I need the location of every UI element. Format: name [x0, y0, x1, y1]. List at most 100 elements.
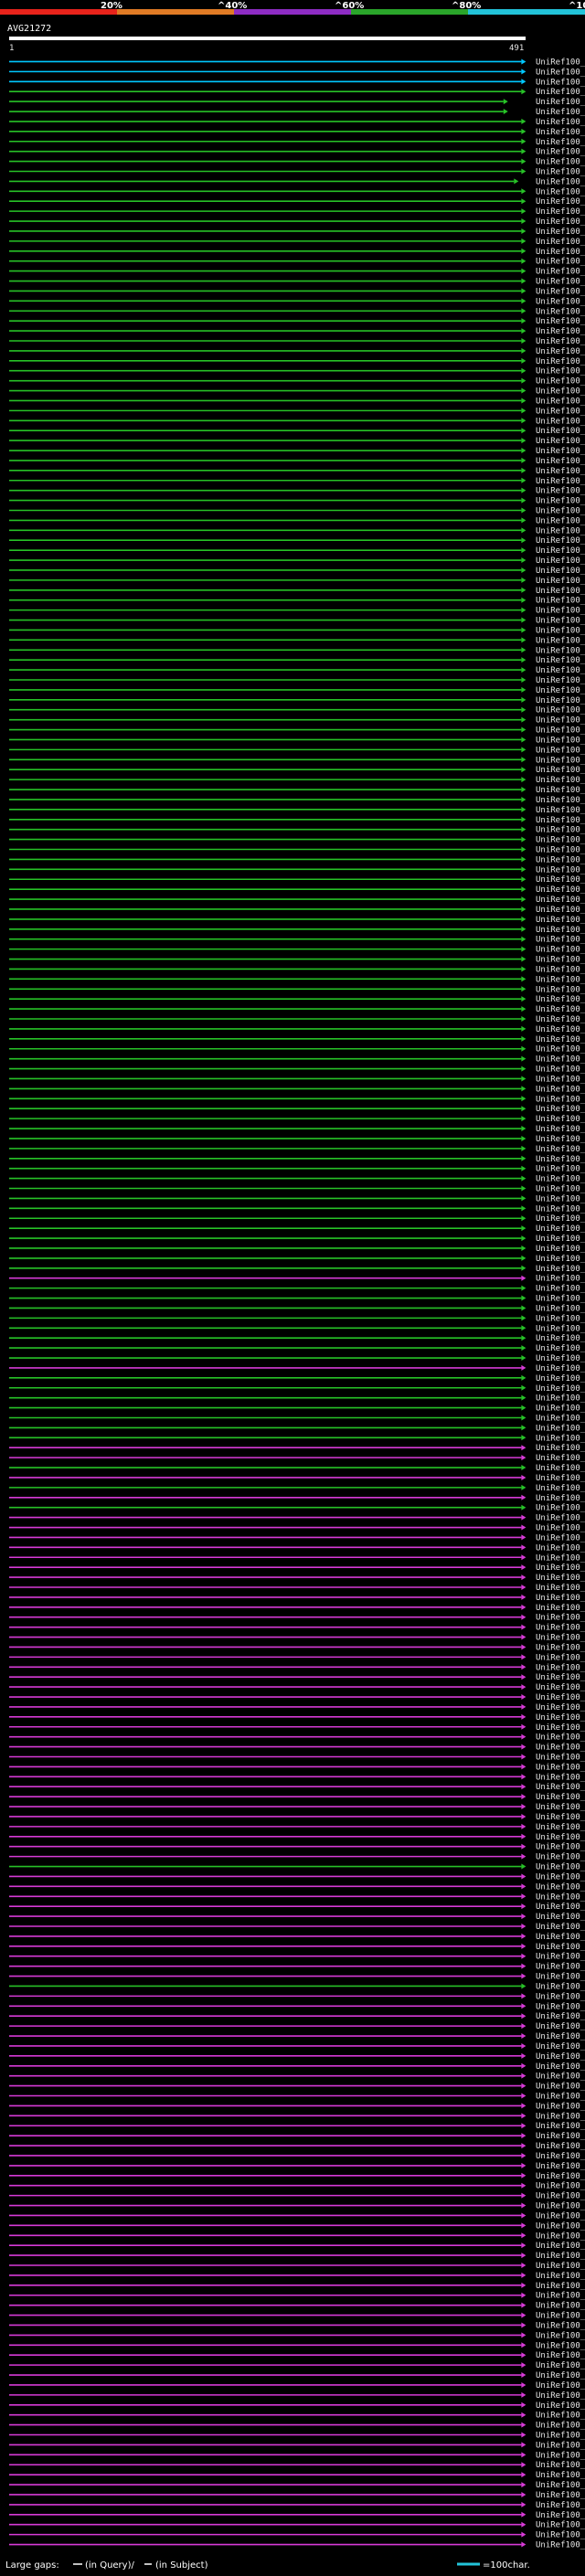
hit-label: UniRef100_C6WAV4 — [536, 2361, 585, 2370]
hit-row: UniRef100_Q7NJ07 — [9, 407, 585, 416]
hit-row: UniRef100_B0JUC9 — [9, 1075, 585, 1084]
hit-label: UniRef100_Q2JPB3 — [536, 587, 585, 596]
hit-label: UniRef100_A9S9G1 — [536, 1494, 585, 1503]
hit-row: UniRef100_Q55836 — [9, 2481, 585, 2490]
hit-arrow — [521, 1524, 526, 1531]
hit-arrow — [521, 2052, 526, 2059]
hit-arrow — [521, 567, 526, 573]
hit-label: UniRef100_B8HUY4 — [536, 2022, 585, 2031]
hit-row: UniRef100_Q7V3N1 — [9, 437, 585, 446]
hit-label: UniRef100_Q8YNW5 — [536, 736, 585, 745]
scale-label: 20% — [101, 1, 122, 11]
hit-row: UniRef100_A3Z7Z8 — [9, 467, 585, 476]
hit-label: UniRef100_B7KIM6 — [536, 1703, 585, 1712]
hit-arrow — [521, 1215, 526, 1222]
hit-label: UniRef100_B2J0G0 — [536, 666, 585, 675]
hit-row: UniRef100_Q3AGM4 — [9, 487, 585, 496]
hit-row: UniRef100_B8HJE3 — [9, 2381, 585, 2390]
hit-row: UniRef100_A3IT71 — [9, 287, 585, 296]
hit-row: UniRef100_B8HSR6 — [9, 377, 585, 387]
hit-label: UniRef100_Q7V3N2 — [536, 1224, 585, 1234]
query-start-label: 1 — [9, 44, 14, 53]
hit-label: UniRef100_B0C6J4 — [536, 885, 585, 895]
hit-arrow — [521, 1116, 526, 1122]
hit-row: UniRef100_Q05VC0 — [9, 1384, 585, 1394]
legend-scale-label: =100char. — [483, 2560, 530, 2571]
hit-row: UniRef100_C5D082 — [9, 1872, 585, 1882]
hit-row: UniRef100_A0JBO5 — [9, 58, 585, 67]
hit-arrow — [521, 1484, 526, 1490]
hit-arrow — [521, 517, 526, 524]
hit-arrow — [521, 1384, 526, 1391]
hit-label: UniRef100_C6W417 — [536, 2122, 585, 2131]
hit-label: UniRef100_Q4C7C6 — [536, 1843, 585, 1852]
hit-arrow — [503, 99, 508, 105]
hit-row: UniRef100_C4UKL0 — [9, 2521, 585, 2530]
scale-segment — [117, 9, 234, 15]
hit-label: UniRef100_Q5YV66 — [536, 2491, 585, 2500]
hit-row: UniRef100_B0JBL9 — [9, 936, 585, 945]
hit-arrow — [521, 1185, 526, 1192]
hit-label: UniRef100_B9KSX4 — [536, 2252, 585, 2261]
hit-arrow — [521, 268, 526, 274]
hit-row: UniRef100_A0ZEG1 — [9, 1314, 585, 1323]
hit-label: UniRef100_D0CN06 — [536, 497, 585, 506]
hit-row: UniRef100_B5IPG6 — [9, 387, 585, 397]
hit-arrow — [521, 2152, 526, 2158]
hit-row: UniRef100_B0C6J8 — [9, 1185, 585, 1194]
hit-arrow — [521, 547, 526, 554]
hit-row: UniRef100_A1R5H0 — [9, 2401, 585, 2411]
hit-label: UniRef100_Q2JUR0 — [536, 656, 585, 665]
hit-arrow — [521, 1564, 526, 1571]
hit-label: UniRef100_C1E5R0 — [536, 98, 585, 107]
hit-arrow — [521, 2352, 526, 2359]
hit-arrow — [521, 637, 526, 643]
hit-label: UniRef100_C5D082 — [536, 1872, 585, 1882]
hit-arrow — [521, 1713, 526, 1720]
hit-label: UniRef100_A0Z8S2 — [536, 1574, 585, 1583]
hit-label: UniRef100_C7QNI2 — [536, 826, 585, 835]
hit-arrow — [521, 2521, 526, 2528]
hit-arrow — [521, 2212, 526, 2219]
hit-arrow — [521, 2103, 526, 2109]
hit-row: UniRef100_A6PQ07 — [9, 2152, 585, 2161]
hit-arrow — [521, 438, 526, 444]
hit-arrow — [521, 2062, 526, 2069]
hit-row: UniRef100_B4AZS0 — [9, 427, 585, 436]
hit-label: UniRef100_B7KHJ3 — [536, 357, 585, 366]
hit-label: UniRef100_B0CB92 — [536, 2262, 585, 2271]
hit-row: UniRef100_Q1L3K9 — [9, 2531, 585, 2540]
hit-label: UniRef100_A4RTC3 — [536, 1364, 585, 1373]
hit-label: UniRef100_B4WYI8 — [536, 397, 585, 406]
hit-arrow — [521, 966, 526, 972]
hit-label: UniRef100_Q5N4A1 — [536, 1813, 585, 1822]
hit-row: UniRef100_A0Z8S8 — [9, 417, 585, 426]
hit-label: UniRef100_A8BAF0 — [536, 2142, 585, 2151]
hit-arrow — [521, 1465, 526, 1471]
hit-row: UniRef100_Q5N8T5 — [9, 2441, 585, 2450]
hit-label: UniRef100_A2BNH1 — [536, 577, 585, 586]
hit-arrow — [521, 2432, 526, 2438]
hit-label: UniRef100_A5GKS8 — [536, 1095, 585, 1104]
hit-arrow — [521, 2442, 526, 2448]
hit-arrow — [521, 1235, 526, 1242]
hit-row: UniRef100_Q2JGS4 — [9, 1255, 585, 1264]
hit-row: UniRef100_A6E9E1 — [9, 1334, 585, 1343]
hit-arrow — [521, 2541, 526, 2548]
hit-label: UniRef100_B1FZ33 — [536, 1594, 585, 1603]
hit-row: UniRef100_Q114H0 — [9, 1853, 585, 1862]
hit-label: UniRef100_Q7MTI9 — [536, 2511, 585, 2520]
hit-row: UniRef100_UPI000... — [9, 1733, 585, 1743]
hit-arrow — [521, 398, 526, 404]
hit-row: UniRef100_Q46IJ5 — [9, 1405, 585, 1414]
hit-row: UniRef100_B8HUY4 — [9, 2022, 585, 2031]
hit-arrow — [521, 487, 526, 493]
hit-row: UniRef100_B9KSX4 — [9, 2252, 585, 2261]
hit-row: UniRef100_A3IT14 — [9, 855, 585, 864]
hit-arrow — [521, 2133, 526, 2139]
hit-row: UniRef100_A1SKE0 — [9, 2461, 585, 2470]
hit-arrow — [521, 2422, 526, 2428]
hit-row: UniRef100_C9AGQ1 — [9, 2042, 585, 2051]
hit-arrow — [521, 2381, 526, 2388]
hit-label: UniRef100_B4WIY7 — [536, 926, 585, 935]
